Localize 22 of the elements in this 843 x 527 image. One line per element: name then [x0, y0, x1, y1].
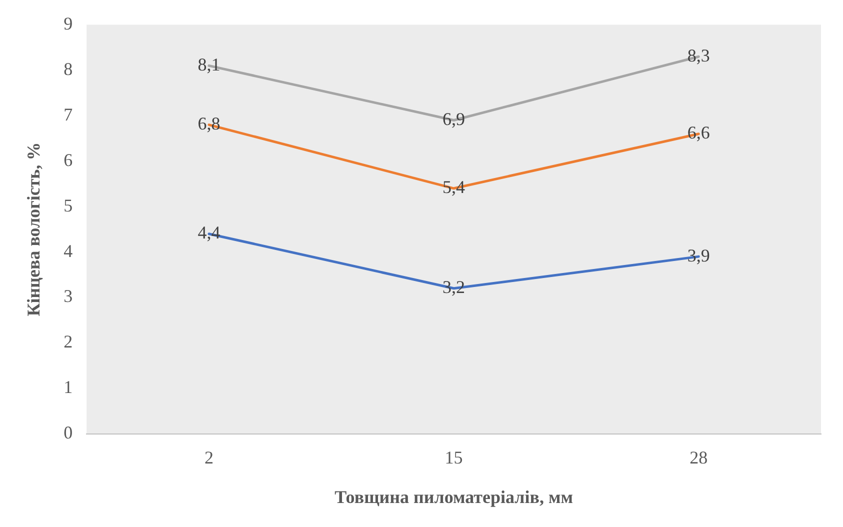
data-label: 4,4	[198, 222, 220, 243]
data-label: 6,6	[687, 122, 710, 143]
y-tick-label: 2	[64, 332, 73, 352]
x-tick-label: 2	[204, 447, 214, 468]
data-label: 3,9	[687, 245, 710, 266]
x-tick-label: 15	[444, 447, 463, 468]
x-axis-title: Товщина пиломатеріалів, мм	[334, 486, 574, 507]
y-tick-label: 4	[64, 240, 73, 261]
data-label: 8,1	[198, 54, 220, 74]
y-tick-label: 9	[64, 14, 73, 34]
y-tick-label: 5	[64, 195, 73, 216]
data-label: 6,9	[442, 108, 466, 129]
y-tick-label: 3	[64, 286, 73, 306]
data-label: 6,8	[198, 114, 220, 134]
y-tick-label: 0	[64, 422, 73, 443]
y-tick-label: 8	[64, 58, 73, 79]
y-tick-label: 7	[64, 104, 73, 124]
y-tick-label: 1	[64, 377, 73, 398]
y-axis-title: Кінцева вологість, %	[23, 142, 44, 316]
y-tick-label: 6	[64, 150, 73, 170]
data-label: 8,3	[687, 45, 710, 66]
x-tick-label: 28	[690, 447, 708, 468]
